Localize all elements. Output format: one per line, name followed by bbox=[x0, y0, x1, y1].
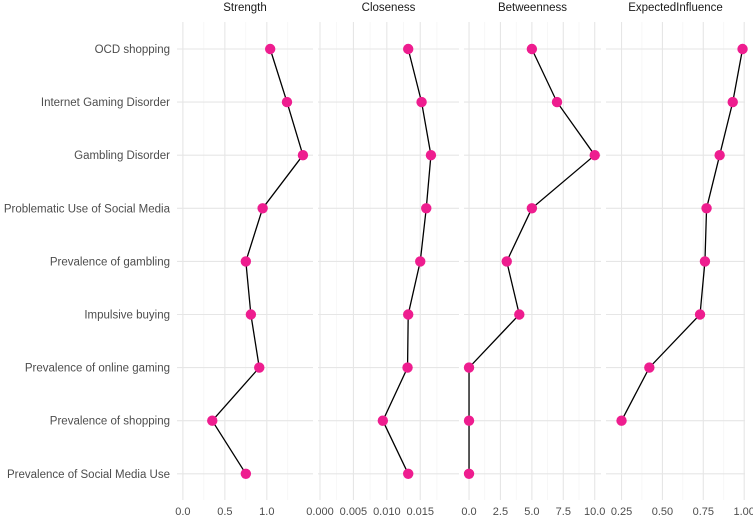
x-tick-label: 0.010 bbox=[373, 506, 401, 518]
point-expectedinfluence-impulsive-buying bbox=[694, 309, 706, 320]
y-label-problematic-use-of-social-media: Problematic Use of Social Media bbox=[4, 203, 171, 215]
point-closeness-prevalence-of-shopping bbox=[377, 415, 389, 426]
point-closeness-prevalence-of-gambling bbox=[415, 256, 426, 267]
panel-strength: 0.0 0.5 1.0 bbox=[175, 22, 313, 518]
panel-title-strength: Strength bbox=[223, 2, 266, 14]
point-strength-ocd-shopping bbox=[264, 43, 276, 55]
x-tick-label: 0.5 bbox=[217, 506, 232, 518]
y-label-prevalence-of-social-media-use: Prevalence of Social Media Use bbox=[7, 469, 170, 481]
x-tick-label: 0.50 bbox=[652, 506, 673, 518]
panel-betweenness: 0.0 2.5 5.0 7.5 10.0 bbox=[461, 22, 605, 518]
point-expectedinfluence-prevalence-of-online-gaming bbox=[644, 362, 655, 373]
point-strength-internet-gaming-disorder bbox=[281, 96, 293, 108]
point-expectedinfluence-problematic-use-of-social-media bbox=[701, 203, 712, 214]
x-tick-label: 0.000 bbox=[306, 506, 334, 518]
y-label-internet-gaming-disorder: Internet Gaming Disorder bbox=[41, 97, 170, 109]
panels: 0.0 0.5 1.0 0.000 0.005 0.010 0.015 0.0 2.5 5.0 7.… bbox=[175, 22, 753, 518]
point-strength-prevalence-of-shopping bbox=[207, 415, 218, 426]
point-closeness-impulsive-buying bbox=[403, 309, 414, 320]
point-betweenness-prevalence-of-online-gaming bbox=[463, 362, 475, 373]
point-closeness-internet-gaming-disorder bbox=[416, 96, 427, 108]
point-expectedinfluence-prevalence-of-shopping bbox=[616, 415, 627, 426]
x-tick-label: 2.5 bbox=[493, 506, 508, 518]
point-expectedinfluence-prevalence-of-gambling bbox=[699, 256, 711, 267]
panel-expectedinfluence: 0.25 0.50 0.75 1.00 bbox=[606, 22, 753, 518]
y-label-gambling-disorder: Gambling Disorder bbox=[74, 150, 170, 162]
point-closeness-problematic-use-of-social-media bbox=[421, 203, 432, 214]
point-betweenness-prevalence-of-shopping bbox=[463, 415, 475, 426]
x-tick-label: 1.0 bbox=[259, 506, 274, 518]
x-tick-label: 7.5 bbox=[556, 506, 571, 518]
point-closeness-prevalence-of-social-media-use bbox=[403, 468, 414, 479]
x-tick-label: 1.00 bbox=[733, 506, 753, 518]
point-betweenness-prevalence-of-social-media-use bbox=[463, 468, 475, 479]
point-expectedinfluence-ocd-shopping bbox=[737, 43, 748, 55]
point-strength-prevalence-of-gambling bbox=[240, 256, 252, 267]
point-closeness-gambling-disorder bbox=[425, 150, 437, 161]
panel-title-expectedinfluence: ExpectedInfluence bbox=[628, 2, 723, 14]
point-closeness-ocd-shopping bbox=[403, 43, 414, 55]
x-tick-label: 0.25 bbox=[611, 506, 632, 518]
point-expectedinfluence-gambling-disorder bbox=[714, 150, 725, 161]
point-strength-problematic-use-of-social-media bbox=[257, 203, 268, 214]
y-label-prevalence-of-online-gaming: Prevalence of online gaming bbox=[25, 363, 170, 375]
x-tick-label: 5.0 bbox=[524, 506, 539, 518]
point-closeness-prevalence-of-online-gaming bbox=[402, 362, 413, 373]
x-tick-label: 0.0 bbox=[175, 506, 190, 518]
y-label-ocd-shopping: OCD shopping bbox=[95, 44, 170, 56]
point-strength-prevalence-of-social-media-use bbox=[240, 468, 252, 479]
panel-title-betweenness: Betweenness bbox=[498, 2, 567, 14]
point-strength-impulsive-buying bbox=[245, 309, 257, 320]
point-strength-gambling-disorder bbox=[297, 150, 309, 161]
point-betweenness-impulsive-buying bbox=[514, 309, 525, 320]
y-label-impulsive-buying: Impulsive buying bbox=[84, 310, 170, 322]
point-expectedinfluence-internet-gaming-disorder bbox=[727, 96, 738, 108]
point-betweenness-prevalence-of-gambling bbox=[501, 256, 512, 267]
x-tick-label: 0.005 bbox=[340, 506, 368, 518]
point-strength-prevalence-of-online-gaming bbox=[254, 362, 265, 373]
x-tick-label: 0.75 bbox=[693, 506, 714, 518]
x-tick-label: 10.0 bbox=[584, 506, 605, 518]
y-axis: OCD shopping Internet Gaming Disorder Gamb… bbox=[4, 44, 171, 481]
y-label-prevalence-of-shopping: Prevalence of shopping bbox=[50, 416, 170, 428]
strip-titles: Strength Closeness Betweenness ExpectedInfl… bbox=[223, 2, 723, 14]
series-line-expectedinfluence bbox=[620, 48, 744, 422]
point-betweenness-problematic-use-of-social-media bbox=[526, 203, 538, 214]
x-tick-label: 0.015 bbox=[406, 506, 434, 518]
panel-title-closeness: Closeness bbox=[362, 2, 416, 14]
point-betweenness-ocd-shopping bbox=[526, 43, 538, 55]
point-betweenness-gambling-disorder bbox=[589, 150, 600, 161]
x-tick-label: 0.0 bbox=[461, 506, 476, 518]
point-betweenness-internet-gaming-disorder bbox=[551, 96, 563, 108]
y-label-prevalence-of-gambling: Prevalence of gambling bbox=[50, 256, 170, 268]
panel-closeness: 0.000 0.005 0.010 0.015 bbox=[306, 22, 459, 518]
